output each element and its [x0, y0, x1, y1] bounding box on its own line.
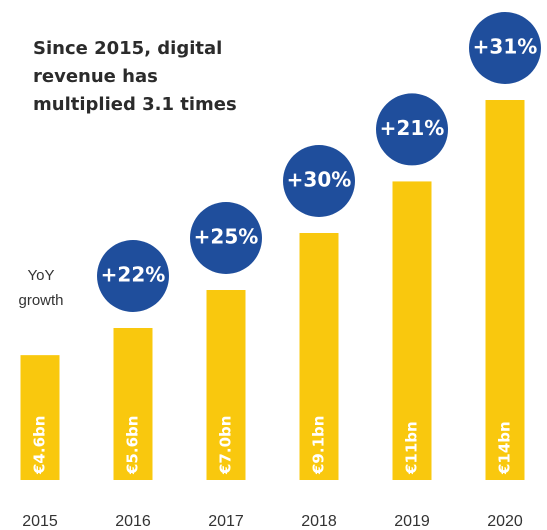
growth-bubble [190, 202, 262, 274]
growth-label: +22% [101, 263, 166, 287]
chart-title: revenue has [33, 66, 158, 87]
growth-bubble [469, 12, 541, 84]
growth-bubble [376, 93, 448, 166]
growth-label: +25% [194, 225, 259, 249]
value-label: €14bn [496, 421, 514, 475]
x-tick-label: 2018 [301, 513, 337, 530]
growth-bubble [283, 145, 355, 217]
bar [113, 328, 153, 480]
bar [20, 355, 60, 480]
x-tick-label: 2016 [115, 513, 151, 530]
x-tick-label: 2020 [487, 513, 523, 530]
value-label: €11bn [403, 421, 421, 475]
bar [299, 233, 339, 480]
value-label: €9.1bn [310, 416, 328, 475]
x-tick-label: 2019 [394, 513, 430, 530]
growth-label: +30% [287, 168, 352, 192]
bar [485, 100, 525, 480]
growth-label: +21% [380, 116, 445, 140]
growth-note: growth [18, 292, 63, 309]
value-label: €5.6bn [124, 416, 142, 475]
growth-bubble [97, 240, 169, 312]
value-label: €7.0bn [217, 416, 235, 475]
bar [392, 181, 432, 480]
x-tick-label: 2017 [208, 513, 244, 530]
chart-title: Since 2015, digital [33, 38, 222, 59]
growth-note: YoY [28, 267, 55, 284]
value-label: €4.6bn [31, 416, 49, 475]
chart-title: multiplied 3.1 times [33, 94, 237, 115]
x-tick-label: 2015 [22, 513, 58, 530]
growth-label: +31% [473, 35, 538, 59]
bar [206, 290, 246, 480]
